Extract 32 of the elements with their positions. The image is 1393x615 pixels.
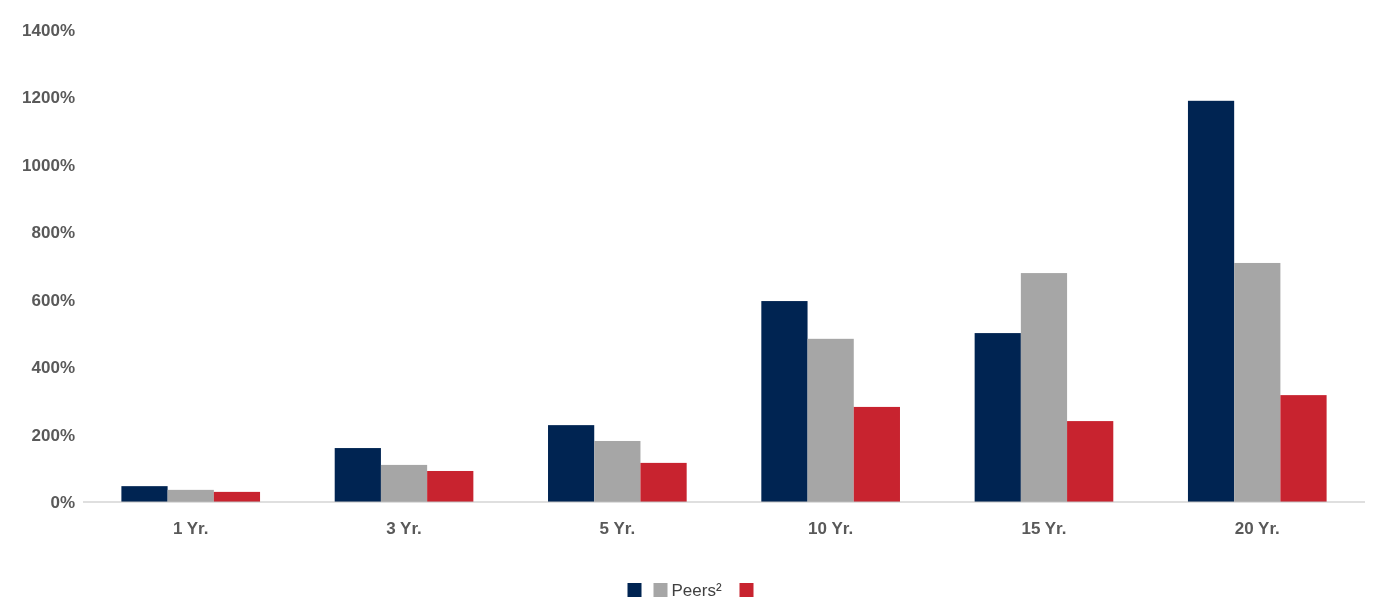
y-tick-label: 0%	[50, 492, 75, 512]
y-tick-label: 1000%	[22, 155, 75, 175]
bar	[1067, 421, 1114, 502]
bar	[1234, 262, 1281, 502]
x-tick-label: 20 Yr.	[1234, 519, 1280, 538]
bar	[427, 470, 474, 502]
bar	[121, 486, 168, 502]
y-tick-label: 400%	[31, 358, 75, 378]
bar	[1020, 273, 1068, 502]
bar	[761, 301, 808, 502]
x-tick-label: 5 Yr.	[599, 519, 636, 538]
bar	[1187, 100, 1235, 502]
y-tick-label: 600%	[31, 290, 75, 310]
legend-label: Peers²	[671, 581, 722, 600]
bar	[974, 333, 1021, 502]
y-tick-label: 800%	[31, 223, 75, 243]
y-tick-label: 1200%	[22, 88, 75, 108]
bar	[640, 462, 687, 502]
bar	[853, 406, 900, 502]
x-tick-label: 1 Yr.	[172, 519, 209, 538]
bar	[807, 338, 854, 502]
bar	[334, 448, 381, 502]
x-tick-label: 10 Yr.	[808, 519, 854, 538]
bar	[1280, 395, 1327, 502]
bar	[548, 425, 595, 502]
x-tick-label: 15 Yr.	[1021, 519, 1067, 538]
y-tick-label: 200%	[31, 425, 75, 445]
bar	[380, 464, 428, 502]
y-tick-label: 1400%	[22, 20, 75, 40]
bar	[167, 489, 214, 502]
x-tick-label: 3 Yr.	[386, 519, 422, 538]
bar	[594, 440, 641, 502]
